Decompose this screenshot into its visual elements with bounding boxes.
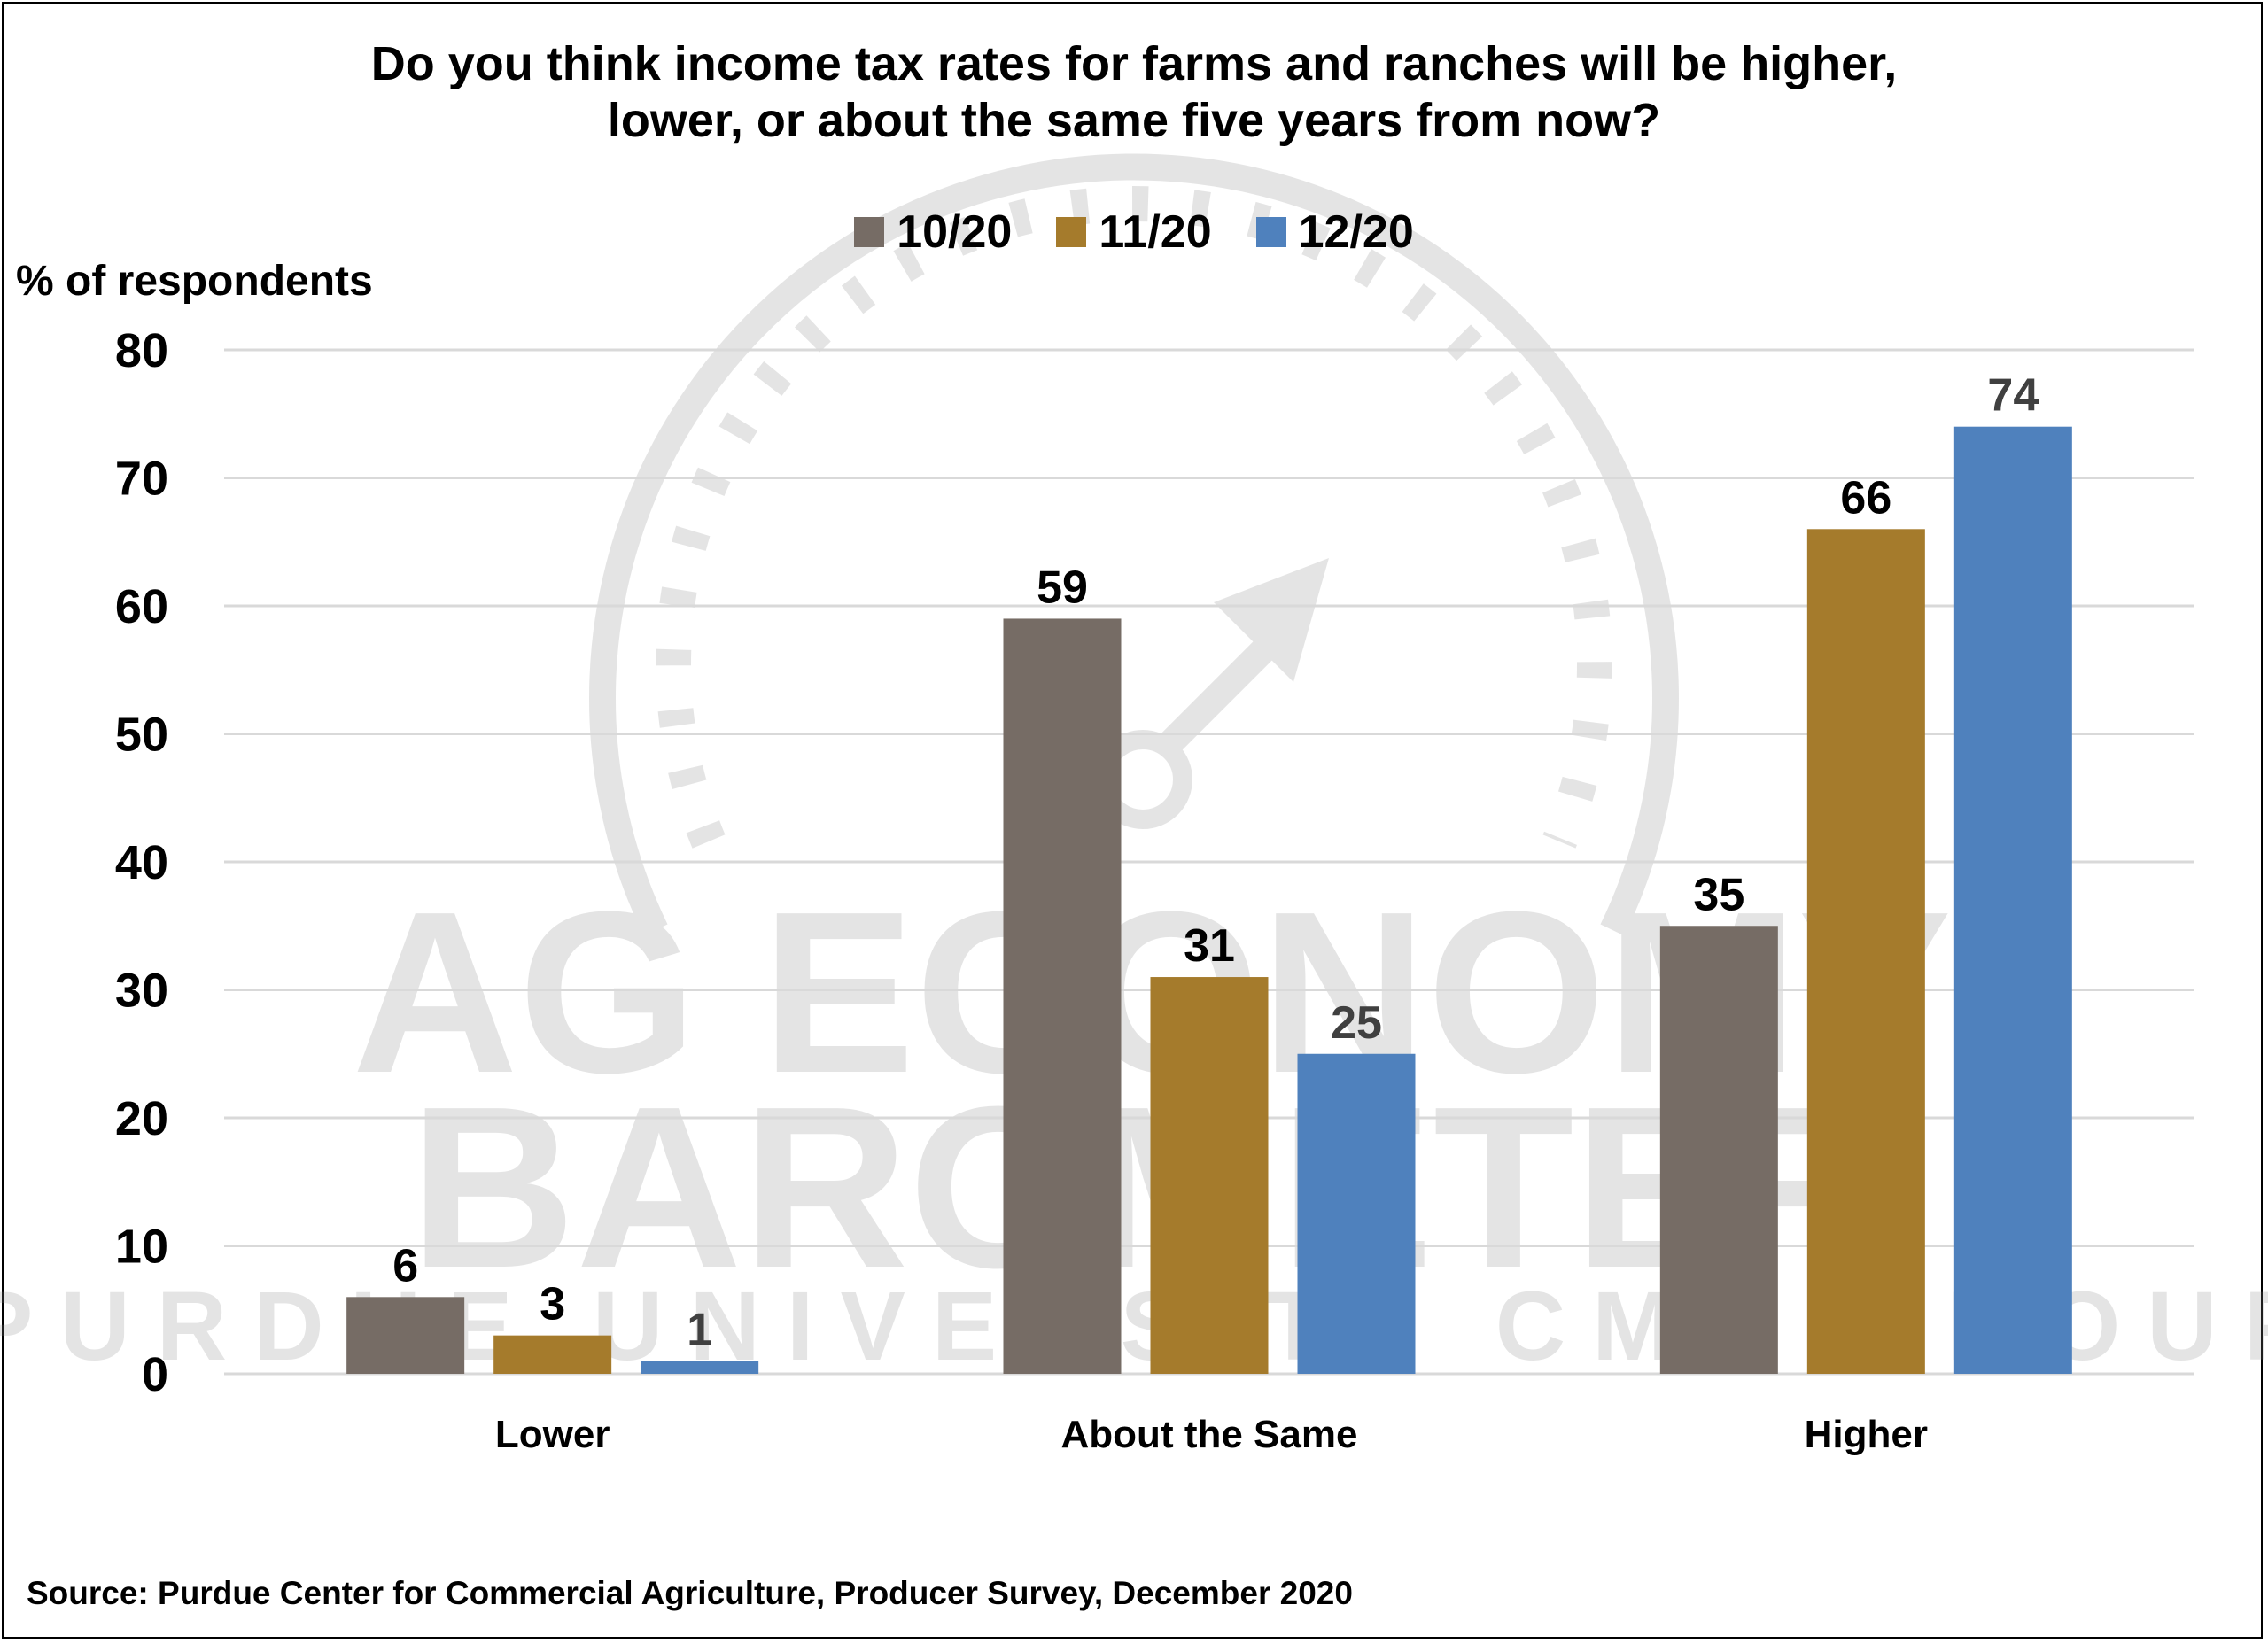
x-tick-label: Lower [495, 1413, 610, 1456]
legend-label: 12/20 [1298, 206, 1414, 258]
x-axis-labels: Lower About the Same Higher [495, 1413, 1928, 1456]
legend-item-10-20: 10/20 [854, 206, 1012, 259]
svg-text:PURDUE UNIVERSITY CME GROUP: PURDUE UNIVERSITY CME GROUP [0, 1272, 2268, 1381]
source-note: Source: Purdue Center for Commercial Agr… [27, 1575, 1353, 1611]
y-tick-label: 80 [115, 324, 168, 377]
data-label: 66 [1840, 472, 1891, 523]
legend-swatch [854, 217, 885, 247]
bar-12-20-about-the-same [1297, 1053, 1416, 1374]
y-tick-label: 0 [142, 1348, 168, 1401]
data-label: 3 [540, 1279, 565, 1330]
bar-11-20-about-the-same [1150, 977, 1269, 1374]
bar-10-20-lower [346, 1297, 465, 1374]
y-axis-label: % of respondents [16, 258, 373, 305]
y-tick-label: 20 [115, 1092, 168, 1145]
bar-12-20-lower [641, 1361, 759, 1374]
legend-label: 10/20 [897, 206, 1013, 258]
title-line-1: Do you think income tax rates for farms … [370, 37, 1898, 90]
y-tick-label: 30 [115, 965, 168, 1018]
legend-label: 11/20 [1099, 206, 1212, 258]
bar-10-20-higher [1659, 926, 1778, 1374]
bar-11-20-higher [1806, 529, 1925, 1374]
y-axis-ticks: 0 10 20 30 40 50 60 70 80 [115, 324, 168, 1401]
data-label: 25 [1331, 997, 1382, 1049]
y-tick-label: 60 [115, 580, 168, 633]
data-label: 74 [1987, 370, 2039, 422]
title-line-2: lower, or about the same five years from… [607, 94, 1661, 147]
y-tick-label: 10 [115, 1221, 168, 1274]
bar-10-20-about-the-same [1003, 618, 1122, 1374]
bar-12-20-higher [1953, 426, 2072, 1375]
data-label: 59 [1037, 562, 1088, 613]
x-tick-label: Higher [1805, 1413, 1928, 1456]
legend-swatch [1255, 217, 1286, 247]
data-label: 35 [1693, 869, 1744, 920]
legend-swatch [1056, 217, 1087, 247]
data-label: 1 [687, 1305, 712, 1356]
chart-title: Do you think income tax rates for farms … [0, 35, 2268, 149]
bar-11-20-lower [493, 1335, 612, 1374]
y-tick-label: 40 [115, 836, 168, 889]
legend-item-12-20: 12/20 [1255, 206, 1414, 259]
legend: 10/20 11/20 12/20 [0, 206, 2268, 259]
y-tick-label: 70 [115, 453, 168, 506]
data-label: 31 [1184, 920, 1235, 972]
x-tick-label: About the Same [1061, 1413, 1358, 1456]
legend-item-11-20: 11/20 [1056, 206, 1212, 259]
y-tick-label: 50 [115, 709, 168, 762]
data-label: 6 [392, 1240, 418, 1291]
